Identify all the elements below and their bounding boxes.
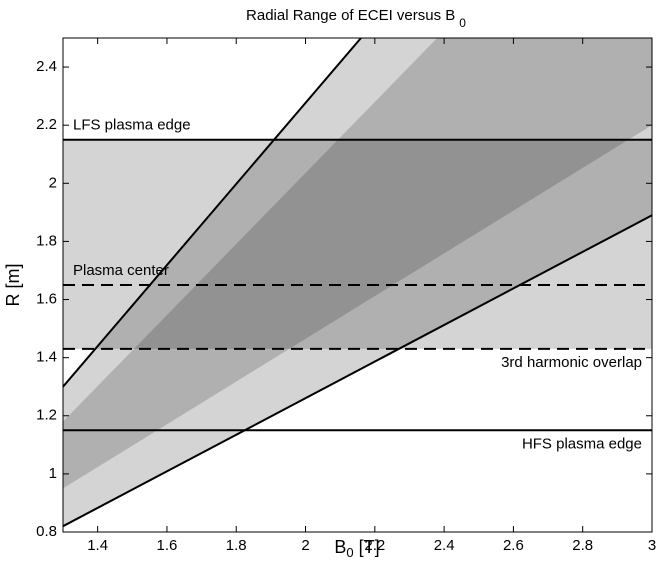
y-axis-label: R [m] (3, 264, 23, 307)
y-tick-label: 0.8 (36, 523, 57, 540)
axes-frame (62, 37, 653, 533)
xlabel-sub: 0 (346, 545, 353, 560)
shaded-region (63, 139, 652, 349)
reference-label: LFS plasma edge (73, 117, 191, 134)
y-tick-label: 2 (49, 174, 57, 191)
reference-label: HFS plasma edge (522, 435, 642, 452)
x-tick-label: 2.4 (434, 537, 455, 554)
reference-label: Plasma center (73, 262, 169, 279)
x-tick-label: 2 (301, 537, 309, 554)
title-sub: 0 (459, 16, 466, 30)
chart-title: Radial Range of ECEI versus B 0 (246, 7, 466, 30)
plot (63, 38, 652, 528)
x-tick-label: 2.8 (572, 537, 593, 554)
y-tick-label: 1.2 (36, 407, 57, 424)
y-tick-label: 2.2 (36, 116, 57, 133)
overlay: 1.4 1.6 1.8 2 2.2 2.4 2.6 2.8 3 0.8 1 1.2 1.4 1.6 1.8 2… (36, 38, 656, 554)
x-tick-label: 1.8 (226, 537, 247, 554)
y-tick-label: 1.8 (36, 232, 57, 249)
x-tick-label: 3 (648, 537, 656, 554)
x-tick-label: 2.6 (503, 537, 524, 554)
y-tick-label: 1.4 (36, 349, 57, 366)
y-tick-label: 1 (49, 465, 57, 482)
x-tick-label: 2.2 (364, 537, 385, 554)
x-tick-label: 1.6 (157, 537, 178, 554)
xlabel-unit: [T] (359, 537, 380, 557)
shaded-region (63, 38, 652, 527)
title-text: Radial Range of ECEI versus B (246, 7, 455, 24)
xlabel-text: B (334, 537, 346, 557)
shaded-region (63, 38, 652, 489)
x-axis-label: B0 [T] (334, 537, 379, 560)
x-tick-label: 1.4 (87, 537, 108, 554)
y-tick-label: 2.4 (36, 58, 57, 75)
boundary-line (63, 38, 362, 388)
y-tick-label: 1.6 (36, 290, 57, 307)
reference-label: 3rd harmonic overlap (501, 354, 642, 371)
boundary-line (63, 214, 652, 528)
